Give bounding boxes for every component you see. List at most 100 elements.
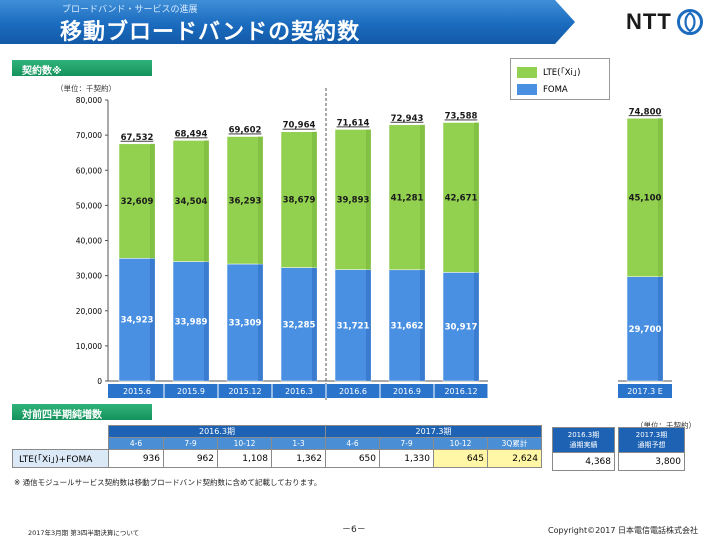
forecast-value: 3,800 xyxy=(618,452,685,471)
logo-text: NTT xyxy=(626,9,672,34)
data-label-lte: 45,100 xyxy=(629,193,662,203)
quarter-header: 10-12 xyxy=(217,437,272,450)
y-tick-label: 80,000 xyxy=(76,96,102,105)
x-tick-label: 2015.6 xyxy=(123,387,151,396)
row-label: LTE(「Xi」)+FOMA xyxy=(12,449,109,468)
x-tick-label: 2016.9 xyxy=(393,387,421,396)
data-label-lte: 39,893 xyxy=(337,196,370,206)
legend-label-foma: FOMA xyxy=(543,84,568,95)
data-label-total: 73,588 xyxy=(445,112,478,122)
net-increase-table: 2016.3期 2017.3期 4-6 7-9 10-12 1-3 4-6 7-… xyxy=(12,425,542,468)
table-cell: 650 xyxy=(325,449,380,468)
data-label-lte: 41,281 xyxy=(391,193,424,203)
header-subtitle: ブロードバンド・サービスの進展 xyxy=(62,5,198,15)
bar-foma xyxy=(626,276,664,382)
actual-header: 2016.3期 通期実績 xyxy=(552,427,615,453)
period-header-2016: 2016.3期 xyxy=(108,425,326,438)
quarter-header: 1-3 xyxy=(271,437,326,450)
table-cell-highlight: 2,624 xyxy=(487,449,542,468)
bar-foma-shade xyxy=(258,264,263,381)
footer-document-title: 2017年3月期 第3四半期決算について xyxy=(28,529,140,537)
data-label-foma: 31,721 xyxy=(337,321,370,331)
section-label-net-increase: 対前四半期純増数 xyxy=(12,404,152,421)
x-label-band-forecast xyxy=(618,384,672,398)
data-label-foma: 31,662 xyxy=(391,321,424,331)
y-tick-label: 30,000 xyxy=(76,272,102,281)
quarter-header: 10-12 xyxy=(433,437,488,450)
bar-foma-shade xyxy=(474,272,479,381)
table-cell: 936 xyxy=(108,449,164,468)
bar-lte-shade xyxy=(658,118,663,277)
ntt-logo-mark-icon xyxy=(676,9,703,35)
actual-value: 4,368 xyxy=(552,452,615,471)
data-label-lte: 36,293 xyxy=(229,196,262,206)
bar-foma-shade xyxy=(150,258,155,381)
bar-lte xyxy=(226,136,264,265)
y-tick-label: 10,000 xyxy=(76,342,102,351)
y-tick-label: 60,000 xyxy=(76,166,102,175)
data-label-lte: 32,609 xyxy=(121,197,154,207)
bar-lte-shade xyxy=(312,131,317,268)
x-label-band xyxy=(108,384,488,398)
ntt-logo: NTT xyxy=(626,8,704,36)
table-cell: 1,108 xyxy=(217,449,272,468)
bar-lte xyxy=(626,118,664,277)
table-row: LTE(「Xi」)+FOMA 936 962 1,108 1,362 650 1… xyxy=(12,449,542,468)
x-tick-label: 2017.3 E xyxy=(627,387,663,396)
table-unit-label: （単位：千契約） xyxy=(636,421,696,430)
chart-unit-label: （単位：千契約） xyxy=(56,84,116,93)
data-label-foma: 34,923 xyxy=(121,316,154,326)
bar-lte-shade xyxy=(420,124,425,270)
bar-foma-shade xyxy=(204,261,209,381)
data-label-total: 67,532 xyxy=(121,133,154,143)
x-tick-label: 2016.12 xyxy=(444,387,477,396)
quarter-header: 3Q累計 xyxy=(487,437,542,450)
table-cell: 1,362 xyxy=(271,449,326,468)
x-tick-label: 2016.6 xyxy=(339,387,367,396)
page-number: －6－ xyxy=(342,525,366,535)
legend-item-lte: LTE(「Xi」) xyxy=(517,66,580,78)
data-label-foma: 30,917 xyxy=(445,323,478,333)
bar-foma xyxy=(118,258,156,382)
y-tick-label: 40,000 xyxy=(76,237,102,246)
header-banner xyxy=(0,0,575,44)
quarter-header: 7-9 xyxy=(379,437,434,450)
page-title: 移動ブロードバンドの契約数 xyxy=(60,20,361,45)
copyright: Copyright©2017 日本電信電話株式会社 xyxy=(548,526,698,535)
y-tick-label: 70,000 xyxy=(76,131,102,140)
data-label-lte: 38,679 xyxy=(283,196,316,206)
bar-lte xyxy=(118,143,156,259)
bar-foma xyxy=(172,261,210,382)
quarter-header: 7-9 xyxy=(163,437,218,450)
forecast-header: 2017.3期 通期予想 xyxy=(618,427,685,453)
bar-foma-shade xyxy=(658,276,663,381)
footnote: ※ 通信モジュールサービス契約数は移動ブロードバンド契約数に含めて記載しておりま… xyxy=(14,478,322,487)
stacked-bar-chart: 0 10,000 20,000 30,000 40,000 50,000 60,000 70,… xyxy=(76,88,672,400)
quarter-header: 4-6 xyxy=(108,437,164,450)
data-label-foma: 33,309 xyxy=(229,319,262,329)
y-tick-label: 20,000 xyxy=(76,307,102,316)
y-tick-label: 50,000 xyxy=(76,201,102,210)
bar-foma-shade xyxy=(366,269,371,381)
period-header-2017: 2017.3期 xyxy=(325,425,542,438)
table-cell: 1,330 xyxy=(379,449,434,468)
table-cell-highlight: 645 xyxy=(433,449,488,468)
x-tick-label: 2015.12 xyxy=(228,387,261,396)
bar-foma-shade xyxy=(420,269,425,381)
data-label-lte: 42,671 xyxy=(445,193,478,203)
bar-foma xyxy=(334,269,372,382)
bar-lte xyxy=(334,129,372,270)
data-label-total: 74,800 xyxy=(629,107,662,117)
bar-lte xyxy=(172,140,210,262)
bar-foma xyxy=(442,272,480,382)
legend-item-foma: FOMA xyxy=(517,84,568,95)
data-label-total: 72,943 xyxy=(391,114,424,124)
chart-legend: LTE(「Xi」) FOMA xyxy=(510,58,610,100)
bar-lte-shade xyxy=(150,143,155,259)
bar-foma-shade xyxy=(312,267,317,381)
data-label-foma: 32,285 xyxy=(283,320,316,330)
bar-foma xyxy=(388,269,426,382)
legend-swatch-lte xyxy=(517,66,537,78)
table-cell: 962 xyxy=(163,449,218,468)
legend-swatch-foma xyxy=(517,84,537,95)
